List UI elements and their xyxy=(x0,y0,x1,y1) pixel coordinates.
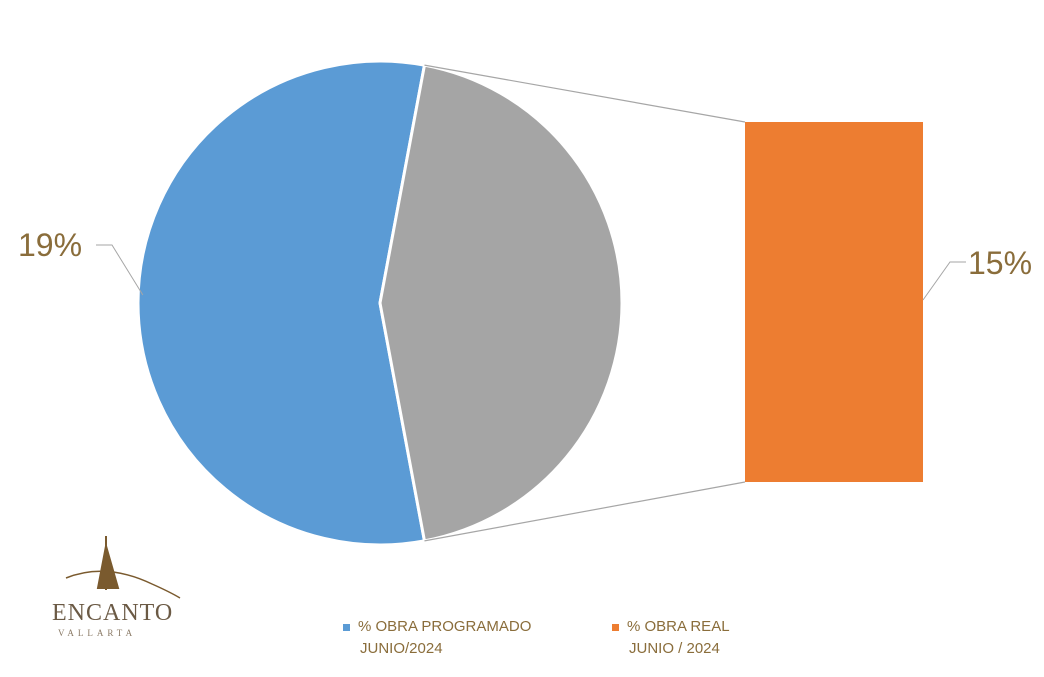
logo-subtitle: VALLARTA xyxy=(58,628,136,638)
encanto-vallarta-logo: ENCANTO VALLARTA xyxy=(52,536,181,638)
leader-line-real xyxy=(922,261,966,301)
connectors-layer xyxy=(96,64,966,542)
legend-label-programado-line2: JUNIO/2024 xyxy=(360,640,443,657)
legend-label-real-line1: % OBRA REAL xyxy=(627,618,730,635)
connector-line-top xyxy=(424,64,746,123)
legend-item-real: % OBRA REAL JUNIO / 2024 xyxy=(612,616,730,660)
data-label-programado: 19% xyxy=(18,227,82,263)
legend-swatch-real xyxy=(612,623,619,631)
pie-slice-programado xyxy=(136,59,427,547)
legend-label-programado-line1: % OBRA PROGRAMADO xyxy=(358,618,532,635)
legend-label-real-line2: JUNIO / 2024 xyxy=(629,640,720,657)
data-label-real: 15% xyxy=(968,245,1032,281)
legend-item-programado: % OBRA PROGRAMADO JUNIO/2024 xyxy=(343,616,531,660)
pie-slice-remainder xyxy=(378,63,624,543)
labels-layer: 19% 15% xyxy=(18,227,1032,281)
bar-real xyxy=(745,122,923,482)
connector-line-bottom xyxy=(424,481,746,542)
logo-wordmark: ENCANTO xyxy=(52,600,173,626)
leader-line-programado xyxy=(96,244,144,296)
slices-layer xyxy=(136,59,923,547)
logo-swoosh xyxy=(65,570,181,599)
legend-swatch-programado xyxy=(343,623,350,631)
logo-sail-mark xyxy=(96,536,120,590)
